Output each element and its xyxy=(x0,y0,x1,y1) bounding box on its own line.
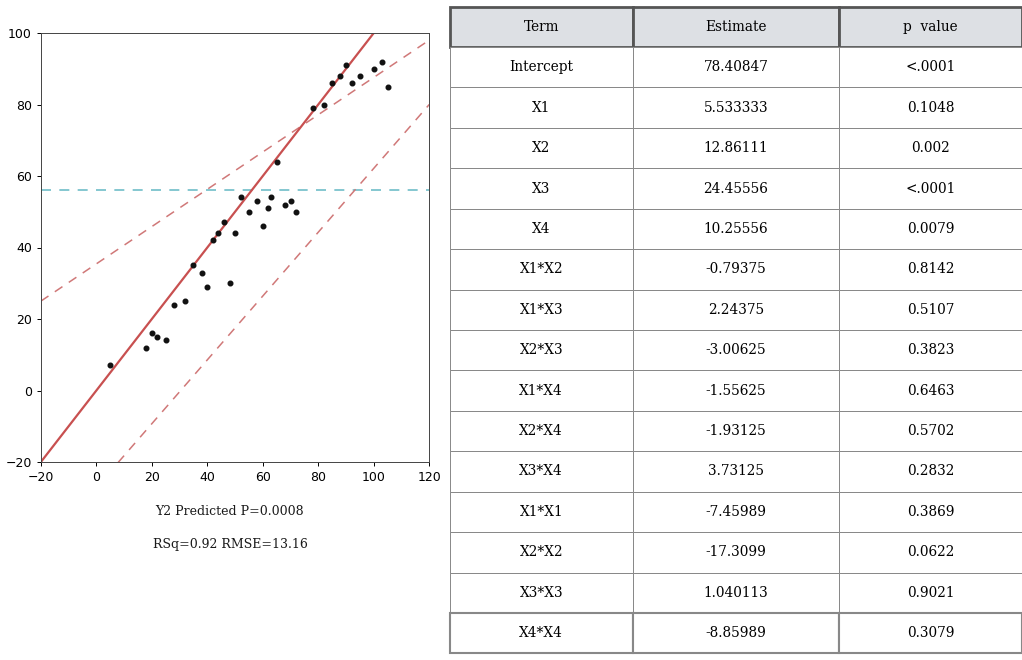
Point xyxy=(338,60,355,71)
Point xyxy=(193,267,210,278)
Point xyxy=(144,328,160,339)
Point xyxy=(222,278,238,288)
Point xyxy=(102,360,119,371)
Text: RSq=0.92 RMSE=13.16: RSq=0.92 RMSE=13.16 xyxy=(152,538,308,551)
Point xyxy=(211,228,227,238)
Point xyxy=(199,282,216,292)
Point xyxy=(332,71,349,81)
Point xyxy=(288,207,305,217)
Point xyxy=(138,343,154,353)
Point xyxy=(374,56,390,67)
Point xyxy=(263,192,279,203)
Point xyxy=(261,203,277,213)
Point xyxy=(282,196,298,207)
Point xyxy=(216,217,232,228)
Point xyxy=(166,300,182,310)
Point xyxy=(305,103,321,114)
Point xyxy=(324,78,340,88)
Point xyxy=(149,331,166,342)
Point xyxy=(352,71,368,81)
Point xyxy=(316,99,332,110)
Point xyxy=(379,81,396,92)
Point xyxy=(343,78,360,88)
Point xyxy=(241,207,258,217)
Point xyxy=(227,228,243,238)
Point xyxy=(204,235,221,246)
Point xyxy=(232,192,248,203)
Point xyxy=(249,196,266,207)
Point xyxy=(177,296,193,306)
Point xyxy=(157,335,174,346)
Point xyxy=(185,260,201,271)
Point xyxy=(366,63,382,74)
Point xyxy=(277,199,293,210)
Point xyxy=(269,156,285,167)
Point xyxy=(254,220,271,232)
Text: Y2 Predicted P=0.0008: Y2 Predicted P=0.0008 xyxy=(155,505,305,518)
